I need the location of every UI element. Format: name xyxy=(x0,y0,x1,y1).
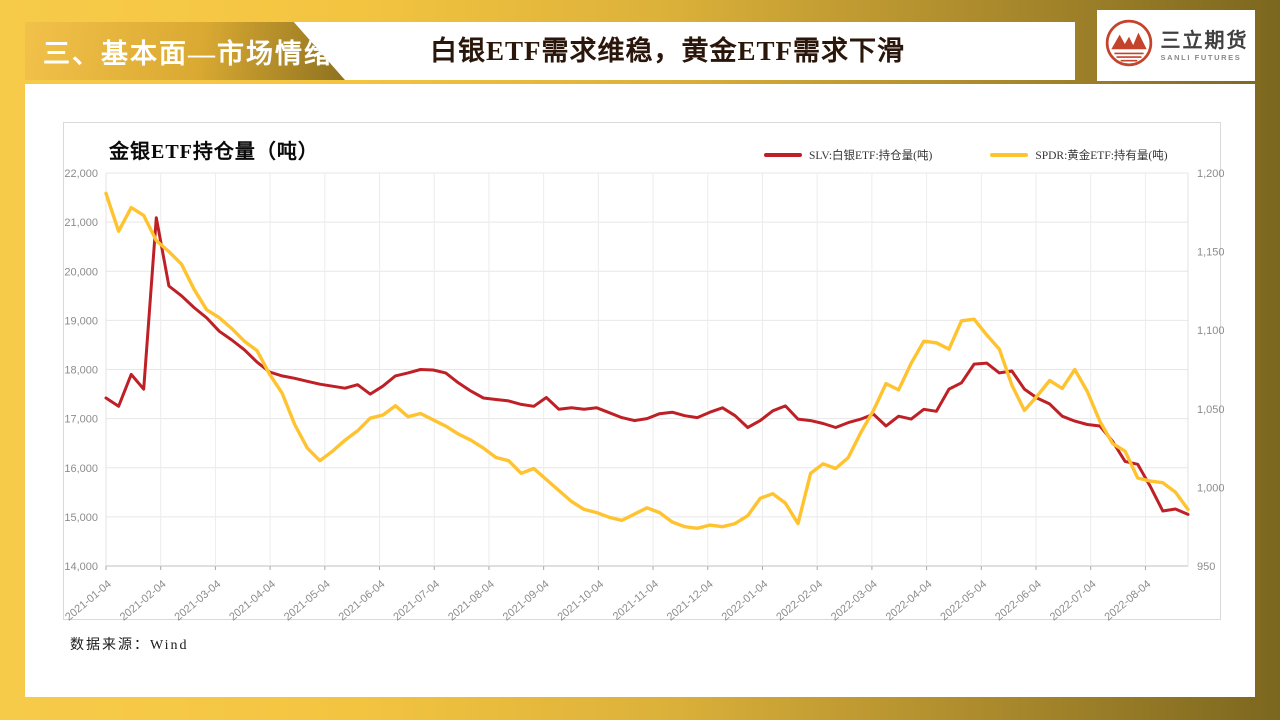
gold-line-swatch xyxy=(990,153,1029,157)
svg-text:2021-10-04: 2021-10-04 xyxy=(555,578,606,623)
svg-text:16,000: 16,000 xyxy=(64,463,98,475)
legend-label-silver: SLV:白银ETF:持仓量(吨) xyxy=(809,150,933,162)
chart-panel: 22,000 21,000 20,000 19,000 18,000 17,000 16,0… xyxy=(63,122,1225,623)
svg-text:1,000: 1,000 xyxy=(1197,482,1225,494)
content-card: 22,000 21,000 20,000 19,000 18,000 17,000 16,0… xyxy=(25,84,1255,697)
svg-text:2021-03-04: 2021-03-04 xyxy=(173,578,224,623)
svg-text:2021-09-04: 2021-09-04 xyxy=(501,578,552,623)
svg-text:2021-08-04: 2021-08-04 xyxy=(446,578,497,623)
svg-text:21,000: 21,000 xyxy=(64,217,98,229)
svg-text:2021-11-04: 2021-11-04 xyxy=(611,578,661,623)
svg-text:18,000: 18,000 xyxy=(64,365,98,377)
company-logo: 三立期货 SANLI FUTURES xyxy=(1097,10,1255,81)
svg-text:2022-06-04: 2022-06-04 xyxy=(993,578,1044,623)
svg-text:15,000: 15,000 xyxy=(64,512,98,524)
page-title: 白银ETF需求维稳，黄金ETF需求下滑 xyxy=(430,36,906,66)
svg-text:1,100: 1,100 xyxy=(1197,325,1225,337)
svg-text:2022-08-04: 2022-08-04 xyxy=(1103,578,1154,623)
svg-text:2022-07-04: 2022-07-04 xyxy=(1048,578,1099,623)
svg-text:2022-01-04: 2022-01-04 xyxy=(720,578,771,623)
legend-item-silver-etf: SLV:白银ETF:持仓量(吨) xyxy=(764,147,932,163)
svg-text:17,000: 17,000 xyxy=(64,414,98,426)
silver-line-swatch xyxy=(764,153,802,157)
section-banner: 三、基本面—市场情绪 xyxy=(25,22,345,80)
chart-title: 金银ETF持仓量（吨） xyxy=(109,141,319,163)
mountain-logo-icon xyxy=(1104,18,1154,73)
svg-text:1,200: 1,200 xyxy=(1197,168,1225,180)
svg-text:2021-12-04: 2021-12-04 xyxy=(665,578,716,623)
svg-text:2021-01-04: 2021-01-04 xyxy=(63,578,114,623)
svg-text:20,000: 20,000 xyxy=(64,266,98,278)
legend-item-gold-etf: SPDR:黄金ETF:持有量(吨) xyxy=(990,147,1168,163)
company-name-en: SANLI FUTURES xyxy=(1160,52,1242,62)
svg-text:2021-06-04: 2021-06-04 xyxy=(337,578,388,623)
chart-legend: SLV:白银ETF:持仓量(吨) SPDR:黄金ETF:持有量(吨) xyxy=(764,147,1168,163)
etf-holdings-line-chart: 22,000 21,000 20,000 19,000 18,000 17,000 16,0… xyxy=(63,168,1224,623)
company-name-cn: 三立期货 xyxy=(1160,29,1249,52)
svg-text:2021-02-04: 2021-02-04 xyxy=(118,578,169,623)
section-banner-label: 三、基本面—市场情绪 xyxy=(43,38,333,69)
svg-text:14,000: 14,000 xyxy=(64,561,98,573)
logo-text-block: 三立期货 SANLI FUTURES xyxy=(1161,30,1249,62)
svg-text:22,000: 22,000 xyxy=(64,168,98,180)
svg-text:950: 950 xyxy=(1197,561,1215,573)
svg-text:2022-03-04: 2022-03-04 xyxy=(829,578,880,623)
svg-text:19,000: 19,000 xyxy=(64,315,98,327)
svg-text:2022-04-04: 2022-04-04 xyxy=(884,578,935,623)
legend-label-gold: SPDR:黄金ETF:持有量(吨) xyxy=(1035,150,1168,162)
svg-text:2021-07-04: 2021-07-04 xyxy=(391,578,442,623)
svg-text:1,150: 1,150 xyxy=(1197,247,1225,259)
data-source-note: 数据来源：Wind xyxy=(70,638,189,653)
header-band: 三、基本面—市场情绪 白银ETF需求维稳，黄金ETF需求下滑 xyxy=(25,22,1075,80)
svg-text:2021-04-04: 2021-04-04 xyxy=(227,578,278,623)
svg-text:2022-02-04: 2022-02-04 xyxy=(774,578,825,623)
svg-text:2021-05-04: 2021-05-04 xyxy=(282,578,333,623)
svg-text:2022-05-04: 2022-05-04 xyxy=(938,578,989,623)
svg-text:1,050: 1,050 xyxy=(1197,404,1225,416)
